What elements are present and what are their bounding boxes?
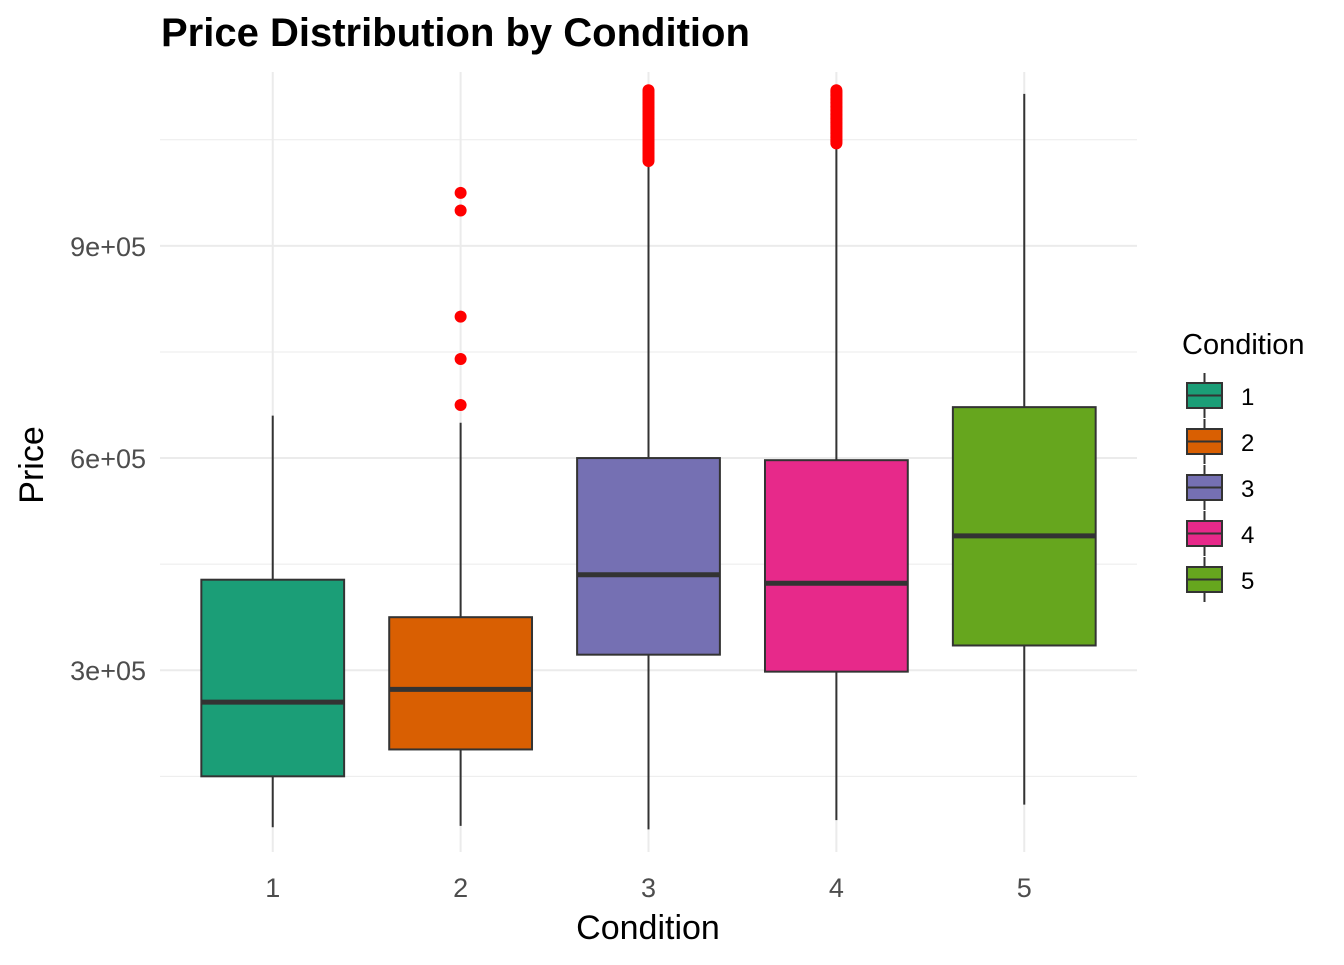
x-tick-label: 2 [453,873,468,903]
outlier-point [454,310,467,323]
box-1 [200,415,346,828]
outlier-point [642,84,655,97]
x-tick-label: 3 [641,873,656,903]
box-body [388,616,534,751]
legend-label: 5 [1241,568,1254,595]
box-4 [763,84,909,821]
x-tick-label: 5 [1017,873,1032,903]
outlier-point [454,399,467,412]
x-tick-label: 4 [829,873,844,903]
outlier-point [454,353,467,366]
box-body [576,457,721,656]
x-axis-title: Condition [576,909,720,947]
legend-item-5: 5 [1186,557,1254,602]
outlier-point [454,204,467,217]
box-body [200,578,346,778]
outlier-point [830,84,843,97]
x-tick-label: 1 [265,873,280,903]
y-tick-label: 9e+05 [70,232,146,262]
legend-label: 2 [1241,430,1254,457]
legend-item-3: 3 [1186,465,1254,510]
box-body [763,459,909,673]
box-2 [388,186,534,826]
box-5 [951,93,1097,805]
box-3 [576,84,721,830]
outlier-point [454,186,467,199]
legend: Condition 1 2 3 4 5 [1182,329,1305,602]
box-layer [200,84,1097,830]
chart-title: Price Distribution by Condition [161,11,750,55]
legend-label: 3 [1241,476,1254,503]
legend-label: 4 [1241,522,1254,549]
y-tick-label: 3e+05 [70,656,146,686]
legend-item-1: 1 [1186,373,1254,418]
legend-title: Condition [1182,329,1305,361]
legend-item-4: 4 [1186,511,1254,556]
legend-item-2: 2 [1186,419,1254,464]
y-tick-label: 6e+05 [70,444,146,474]
legend-label: 1 [1241,384,1254,411]
axis-layer: 3e+05 6e+05 9e+05 1 2 3 4 5 [70,232,1032,903]
y-axis-title: Price [13,426,51,503]
box-body [951,406,1097,647]
legend-items: 1 2 3 4 5 [1186,373,1254,602]
